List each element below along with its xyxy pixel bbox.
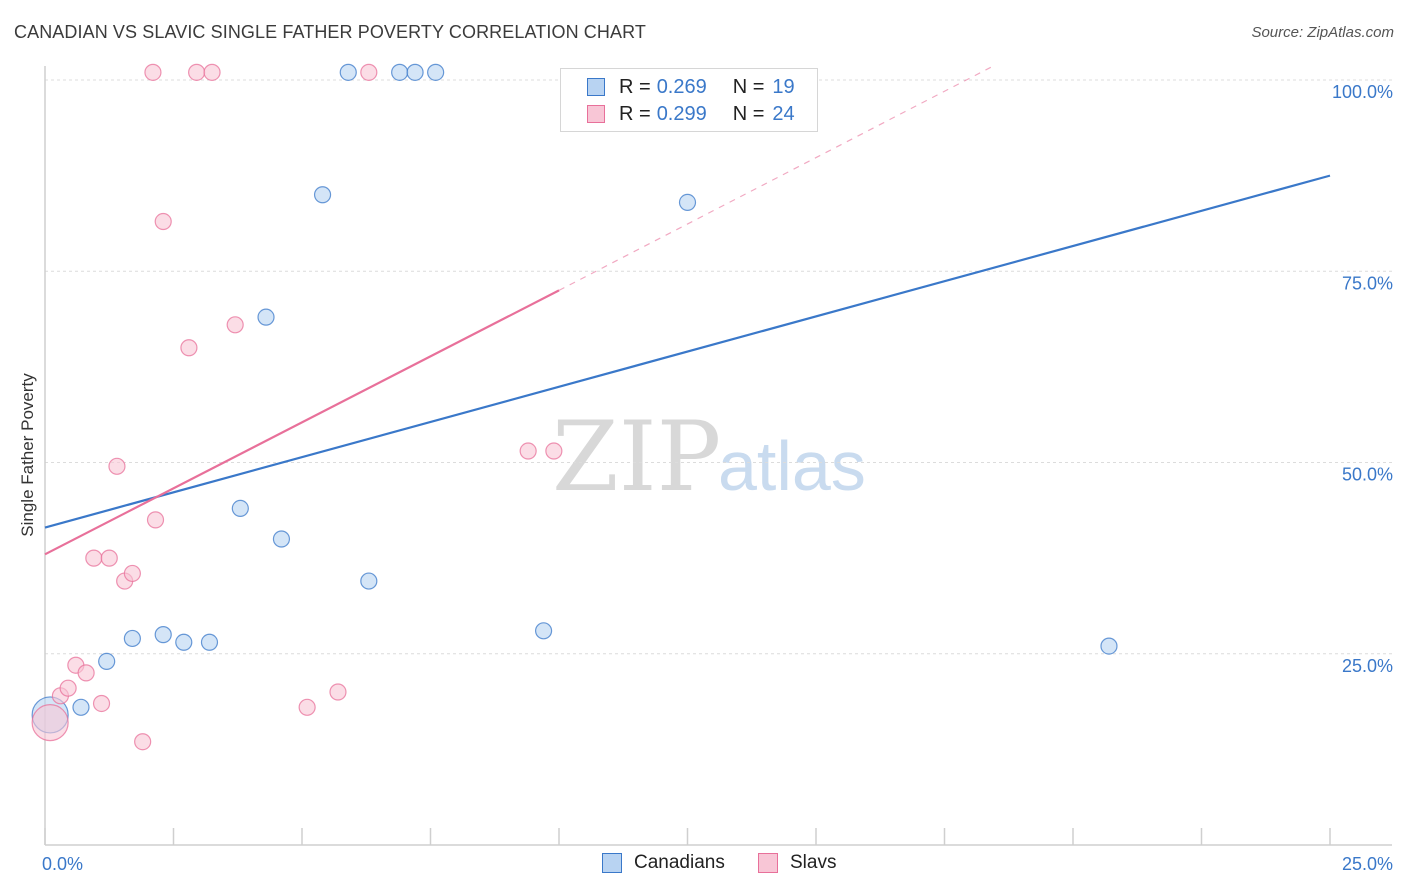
data-point [203,63,221,81]
data-point [200,633,219,651]
series-canadians [31,63,1118,734]
x-tick-label: 0.0% [42,854,83,874]
trend-line-canadians [44,174,1331,529]
legend-n-value-slavs: 24 [772,102,795,125]
data-point [329,683,347,701]
data-point [1100,637,1118,655]
x-tick-label: 25.0% [1342,854,1393,874]
data-point [100,549,118,567]
legend-n-value-canadians: 19 [772,75,795,98]
data-point [257,308,275,326]
watermark-zip: ZIP [552,401,721,513]
legend-label-slavs: Slavs [790,852,837,873]
data-point [678,193,697,211]
legend-item-slavs[interactable]: Slavs [758,852,836,874]
data-point [108,457,126,475]
data-point [175,633,193,651]
data-point [59,679,77,697]
data-point [85,549,103,567]
y-tick-label: 25.0% [1342,656,1393,676]
y-tick-label: 50.0% [1342,465,1393,485]
watermark-atlas: atlas [718,427,866,505]
data-point [391,63,409,81]
data-point [360,63,378,81]
legend-row-slavs: R = 0.299 N = 24 [587,102,795,126]
data-point [146,511,165,529]
data-point [180,339,198,357]
legend-r-value-canadians: 0.269 [656,75,707,98]
y-tick-label: 75.0% [1342,273,1393,293]
data-point [226,316,244,334]
legend-row-canadians: R = 0.269 N = 19 [587,75,795,99]
legend-swatch-slavs [758,853,778,873]
series-slavs [31,63,563,751]
data-point [144,63,162,81]
data-point [77,664,95,682]
data-point [360,572,378,590]
data-point [31,703,69,742]
data-point [188,63,206,81]
legend-r-label: R = [619,75,651,98]
series-legend: Canadians Slavs [0,852,1406,878]
data-point [92,694,111,713]
data-point [272,530,291,548]
legend-r-label: R = [619,102,651,125]
data-point [154,212,172,231]
data-point [123,629,141,648]
data-point [298,698,316,716]
data-point [545,442,563,460]
chart-title: CANADIAN VS SLAVIC SINGLE FATHER POVERTY… [14,22,646,42]
legend-n-label: N = [732,75,765,98]
data-point [519,442,537,460]
legend-swatch-slavs [587,105,605,123]
legend-swatch-canadians [587,78,605,96]
data-point [534,622,553,640]
data-point [123,564,141,583]
data-point [339,63,357,81]
legend-n-label: N = [732,102,765,125]
data-point [313,186,332,204]
data-point [406,63,424,81]
correlation-legend: R = 0.269 N = 19 R = 0.299 N = 24 [560,68,818,132]
data-point [98,652,116,671]
data-point [134,733,152,751]
data-point [154,626,172,644]
legend-r-value-slavs: 0.299 [656,102,707,125]
legend-item-canadians[interactable]: Canadians [602,852,725,874]
trend-line-extension-slavs [558,64,997,291]
trend-line-slavs [44,289,560,556]
y-tick-label: 100.0% [1332,82,1393,102]
source-credit: Source: ZipAtlas.com [1251,24,1394,41]
legend-swatch-canadians [602,853,622,873]
legend-label-canadians: Canadians [634,852,725,873]
data-point [427,63,445,81]
data-point [72,698,90,716]
data-point [231,499,249,517]
